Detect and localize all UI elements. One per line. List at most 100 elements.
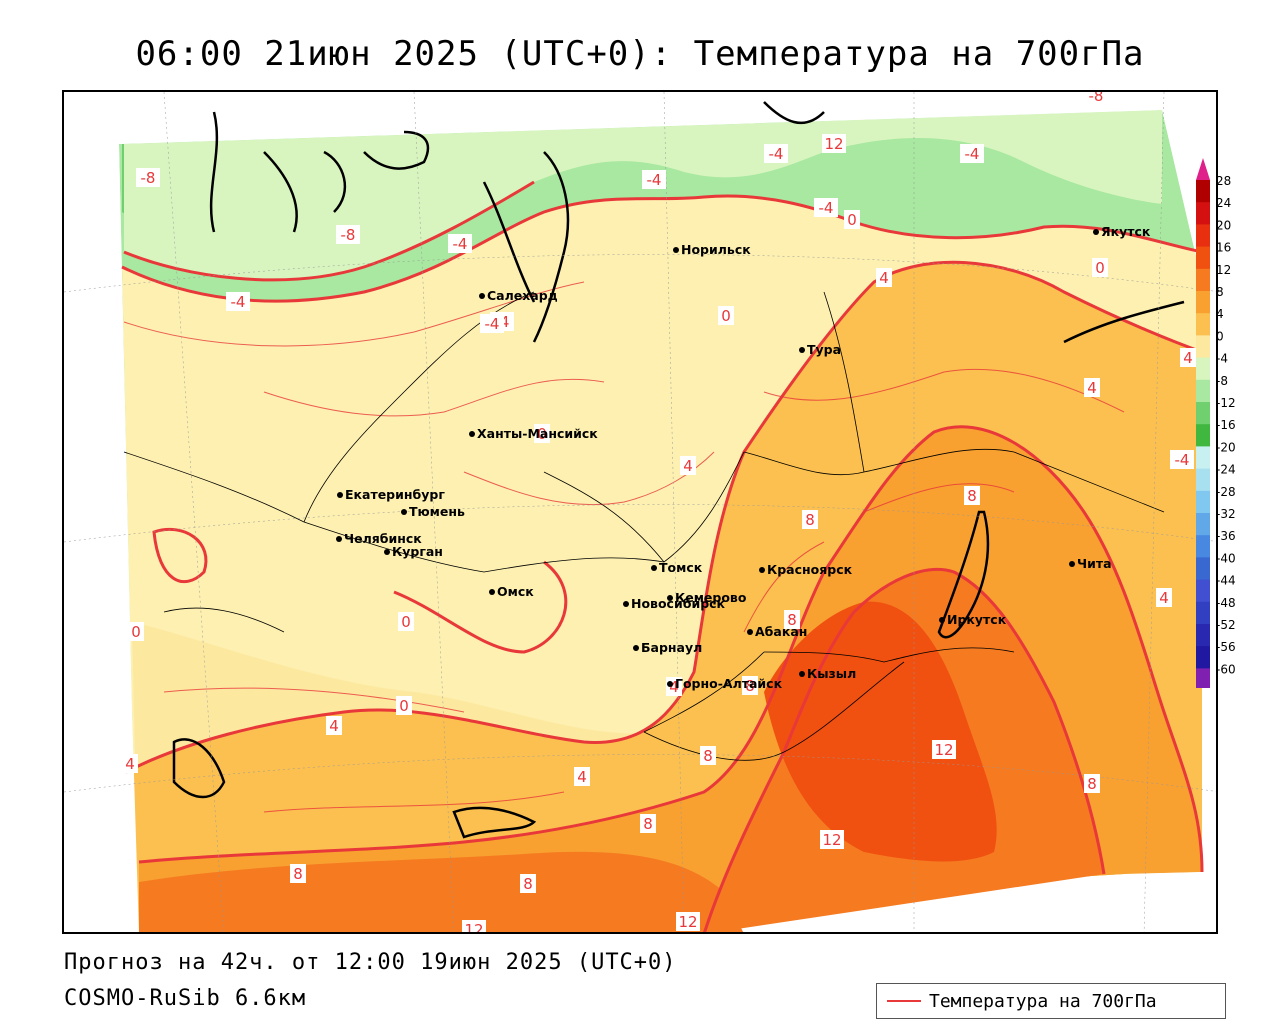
isotherm-label-bg xyxy=(844,210,860,229)
city-marker: Томск xyxy=(651,560,703,575)
isotherm-label-bg xyxy=(290,864,306,883)
isotherm-label-text: 8 xyxy=(1087,775,1097,793)
city-dot xyxy=(799,671,805,677)
city-marker: Иркутск xyxy=(939,612,1007,627)
isotherm-label: 4 xyxy=(680,456,696,475)
boundaries xyxy=(123,291,1165,761)
city-dot xyxy=(633,645,639,651)
isotherm-label-bg xyxy=(784,610,800,629)
isotherm-label: 8 xyxy=(802,510,818,529)
city-dot xyxy=(799,347,805,353)
city-label: Тура xyxy=(807,342,841,357)
isotherm-label-text: 12 xyxy=(822,831,841,849)
city-dot xyxy=(747,629,753,635)
city-label: Иркутск xyxy=(947,612,1007,627)
isotherm-label: 8 xyxy=(742,676,758,695)
temperature-map: -8 -8 -8 -4 -4 -4 -4 -4 -4 -4 0 0 0 0 0 0 0 4 4 4 4 4 4 4 4 4 8 8 8 8… xyxy=(64,92,1216,934)
colorbar-tick-label: 12 xyxy=(1216,263,1231,277)
isotherm-label-text: -4 xyxy=(769,145,784,163)
city-marker: Чита xyxy=(1069,556,1112,571)
city-label: Чита xyxy=(1077,556,1112,571)
city-dot xyxy=(479,293,485,299)
legend: Температура на 700гПа xyxy=(876,983,1226,1019)
model-name: COSMO-RuSib 6.6км xyxy=(64,986,307,1011)
isotherm-label-bg xyxy=(876,268,892,287)
city-label: Омск xyxy=(497,584,534,599)
colorbar-swatch xyxy=(1196,646,1210,669)
city-marker: Тура xyxy=(799,342,841,357)
city-marker: Курган xyxy=(384,544,443,559)
isotherm-label: 4 xyxy=(574,767,590,786)
isotherm-label-text: -4 xyxy=(819,199,834,217)
city-label: Салехард xyxy=(487,288,558,303)
colorbar-arrow-top xyxy=(1196,158,1210,180)
isotherm-label-bg xyxy=(574,767,590,786)
city-dot xyxy=(1093,229,1099,235)
isotherm-label-text: -4 xyxy=(647,171,662,189)
isotherm-label-text: 12 xyxy=(464,921,483,934)
colorbar-swatch xyxy=(1196,379,1210,403)
isotherm-label-text: -4 xyxy=(485,315,500,333)
isotherm-label-bg xyxy=(1084,92,1108,105)
city-dot xyxy=(1069,561,1075,567)
isotherm-label: -4 xyxy=(642,170,666,189)
city-marker: Салехард xyxy=(479,288,558,303)
isotherm-label-bg xyxy=(680,456,696,475)
isotherm-label-text: 0 xyxy=(847,211,857,229)
city-dot xyxy=(469,431,475,437)
colorbar-swatch xyxy=(1196,579,1210,603)
city-label: Красноярск xyxy=(767,562,853,577)
city-label: Кызыл xyxy=(807,666,856,681)
isotherm-label-bg xyxy=(448,234,472,253)
colorbar-swatch xyxy=(1196,246,1210,270)
city-label: Екатеринбург xyxy=(345,487,445,502)
isotherm-label-bg xyxy=(1156,588,1172,607)
city-dot xyxy=(759,567,765,573)
colorbar-tick-label: -48 xyxy=(1216,596,1236,610)
colorbar-tick-label: -4 xyxy=(1216,352,1228,366)
city-marker: Новосибирск xyxy=(623,596,726,611)
isotherm-label-text: -8 xyxy=(141,169,156,187)
isotherm-label: 8 xyxy=(964,486,980,505)
city-marker: Челябинск xyxy=(336,531,422,546)
colorbar-tick-label: 0 xyxy=(1216,329,1224,343)
colorbar-tick-label: -56 xyxy=(1216,640,1236,654)
chart-title: 06:00 21июн 2025 (UTC+0): Температура на… xyxy=(135,34,1145,74)
isotherm-label-text: 8 xyxy=(293,865,303,883)
isotherm-label: -4 xyxy=(448,234,472,253)
city-label: Курган xyxy=(392,544,443,559)
city-dot xyxy=(384,549,390,555)
city-label: Челябинск xyxy=(344,531,422,546)
colorbar-tick-label: -60 xyxy=(1216,662,1236,676)
isotherm-label: -4 xyxy=(480,314,504,333)
city-marker: Омск xyxy=(489,584,534,599)
city-marker: Кызыл xyxy=(799,666,856,681)
city-dot xyxy=(651,565,657,571)
isotherm-label-text: -8 xyxy=(1089,92,1104,105)
city-marker: Норильск xyxy=(673,242,751,257)
isotherm-label-text: -4 xyxy=(1175,451,1190,469)
coastlines xyxy=(172,101,1185,839)
colorbar-swatch xyxy=(1196,202,1210,225)
city-dot xyxy=(623,601,629,607)
isotherm-label-bg xyxy=(932,740,956,759)
isotherm-label-text: 0 xyxy=(721,307,731,325)
isotherm-label-text: 4 xyxy=(577,768,587,786)
city-marker: Якутск xyxy=(1093,224,1151,239)
colorbar-tick-label: -8 xyxy=(1216,374,1228,388)
colorbar-swatch xyxy=(1196,424,1210,447)
isotherm-label-bg xyxy=(534,424,550,443)
city-label: Кемерово xyxy=(675,590,747,605)
city-label: Томск xyxy=(659,560,703,575)
colorbar-tick-label: 4 xyxy=(1216,307,1224,321)
isotherm-label-text: 4 xyxy=(669,678,679,696)
colorbar-swatch xyxy=(1196,180,1210,203)
isotherm-label-bg xyxy=(718,306,734,325)
colorbar-tick-label: -40 xyxy=(1216,551,1236,565)
band-minus4 xyxy=(124,110,1162,280)
city-label: Якутск xyxy=(1101,224,1151,239)
isotherm-label-bg xyxy=(820,830,844,849)
isotherm-label: 12 xyxy=(676,912,700,931)
isotherm-label: 8 xyxy=(784,610,800,629)
isotherm-label-bg xyxy=(136,168,160,187)
